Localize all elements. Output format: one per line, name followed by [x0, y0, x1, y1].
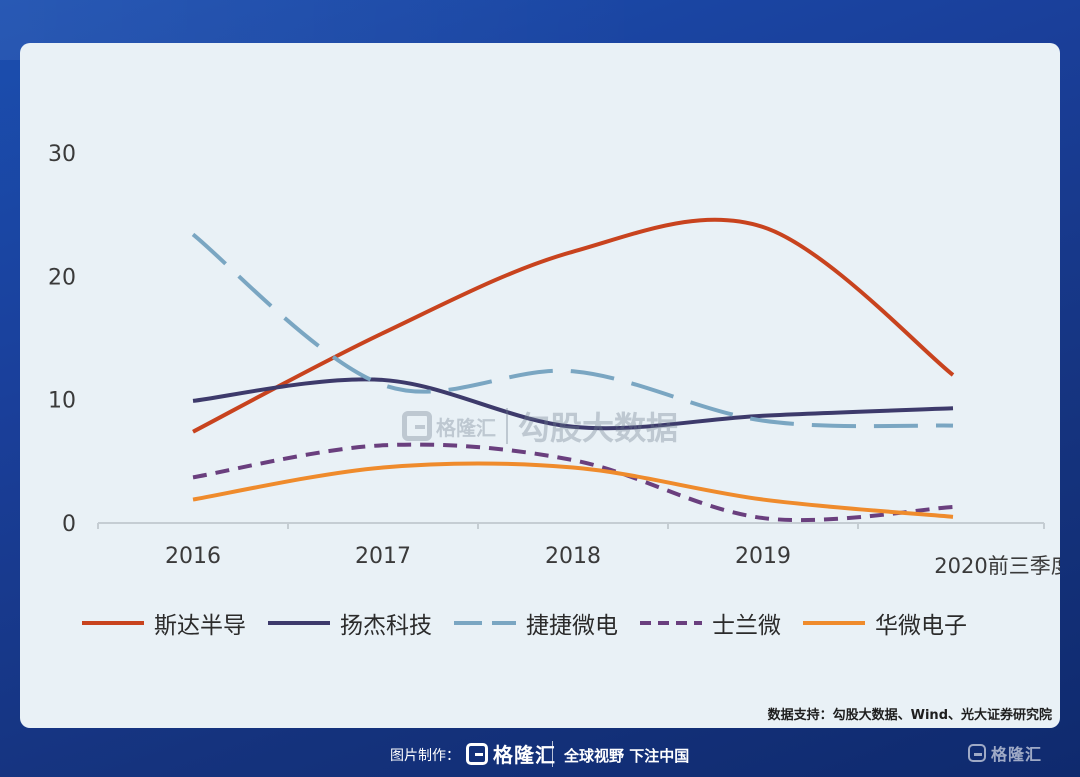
legend-label: 士兰微 [712, 613, 781, 639]
series-line-1 [192, 217, 955, 434]
series-line-4 [192, 442, 954, 523]
series-line-3 [191, 232, 954, 429]
y-tick-label: 20 [48, 265, 76, 290]
watermark-logo-icon [402, 411, 432, 441]
x-tick-label: 2016 [165, 544, 221, 569]
footer: 图片制作： 格隆汇 全球视野 下注中国 格隆汇 [0, 735, 1080, 777]
x-tick-label: 2018 [545, 544, 601, 569]
y-tick-label: 0 [62, 512, 76, 537]
footer-brand[interactable]: 格隆汇 [466, 739, 556, 768]
footer-credit: 图片制作： [390, 748, 460, 764]
x-tick-label: 2020前三季度 [934, 554, 1060, 578]
legend-item-2: 扬杰科技 [268, 606, 432, 640]
line-chart: 0 10 20 30 2016 2017 2018 2019 2020前三季度 [48, 142, 1060, 578]
x-tick-label: 2017 [355, 544, 411, 569]
y-tick-label: 30 [48, 142, 76, 167]
watermark-divider [506, 408, 508, 444]
brand-logo-icon [466, 742, 488, 765]
legend-swatch [268, 621, 330, 625]
watermark-logo-text: 格隆汇 [436, 415, 496, 440]
footer-slogan: 全球视野 下注中国 [564, 747, 690, 765]
x-tick-label: 2019 [735, 544, 791, 569]
footer-divider [552, 741, 553, 767]
legend-item-1: 斯达半导 [82, 606, 246, 640]
source-note: 数据支持：勾股大数据、Wind、光大证券研究院 [767, 708, 1052, 723]
series-line-5 [192, 461, 954, 519]
legend-swatch [82, 621, 144, 625]
chart-legend: 斯达半导 扬杰科技 捷捷微电 士兰微 华微电子 [82, 606, 989, 640]
series-line-2 [192, 377, 954, 431]
chart-card: 0 10 20 30 2016 2017 2018 2019 2020前三季度 格隆汇 勾股大数… [20, 43, 1060, 728]
legend-label: 捷捷微电 [526, 613, 618, 639]
legend-label: 华微电子 [875, 613, 967, 639]
corner-logo: 格隆汇 [968, 741, 1042, 765]
y-tick-label: 10 [48, 389, 76, 414]
legend-item-5: 华微电子 [803, 606, 967, 640]
footer-brand-name: 格隆汇 [493, 743, 556, 767]
watermark: 格隆汇 勾股大数据 [402, 403, 678, 449]
legend-item-3: 捷捷微电 [454, 606, 618, 640]
watermark-name: 勾股大数据 [518, 409, 679, 447]
legend-item-4: 士兰微 [640, 606, 781, 640]
corner-logo-icon [968, 744, 986, 762]
legend-label: 扬杰科技 [340, 613, 432, 639]
legend-label: 斯达半导 [154, 613, 246, 639]
legend-swatch [454, 621, 516, 625]
corner-brand-name: 格隆汇 [991, 745, 1043, 764]
legend-swatch [803, 621, 865, 625]
legend-swatch [640, 621, 702, 625]
